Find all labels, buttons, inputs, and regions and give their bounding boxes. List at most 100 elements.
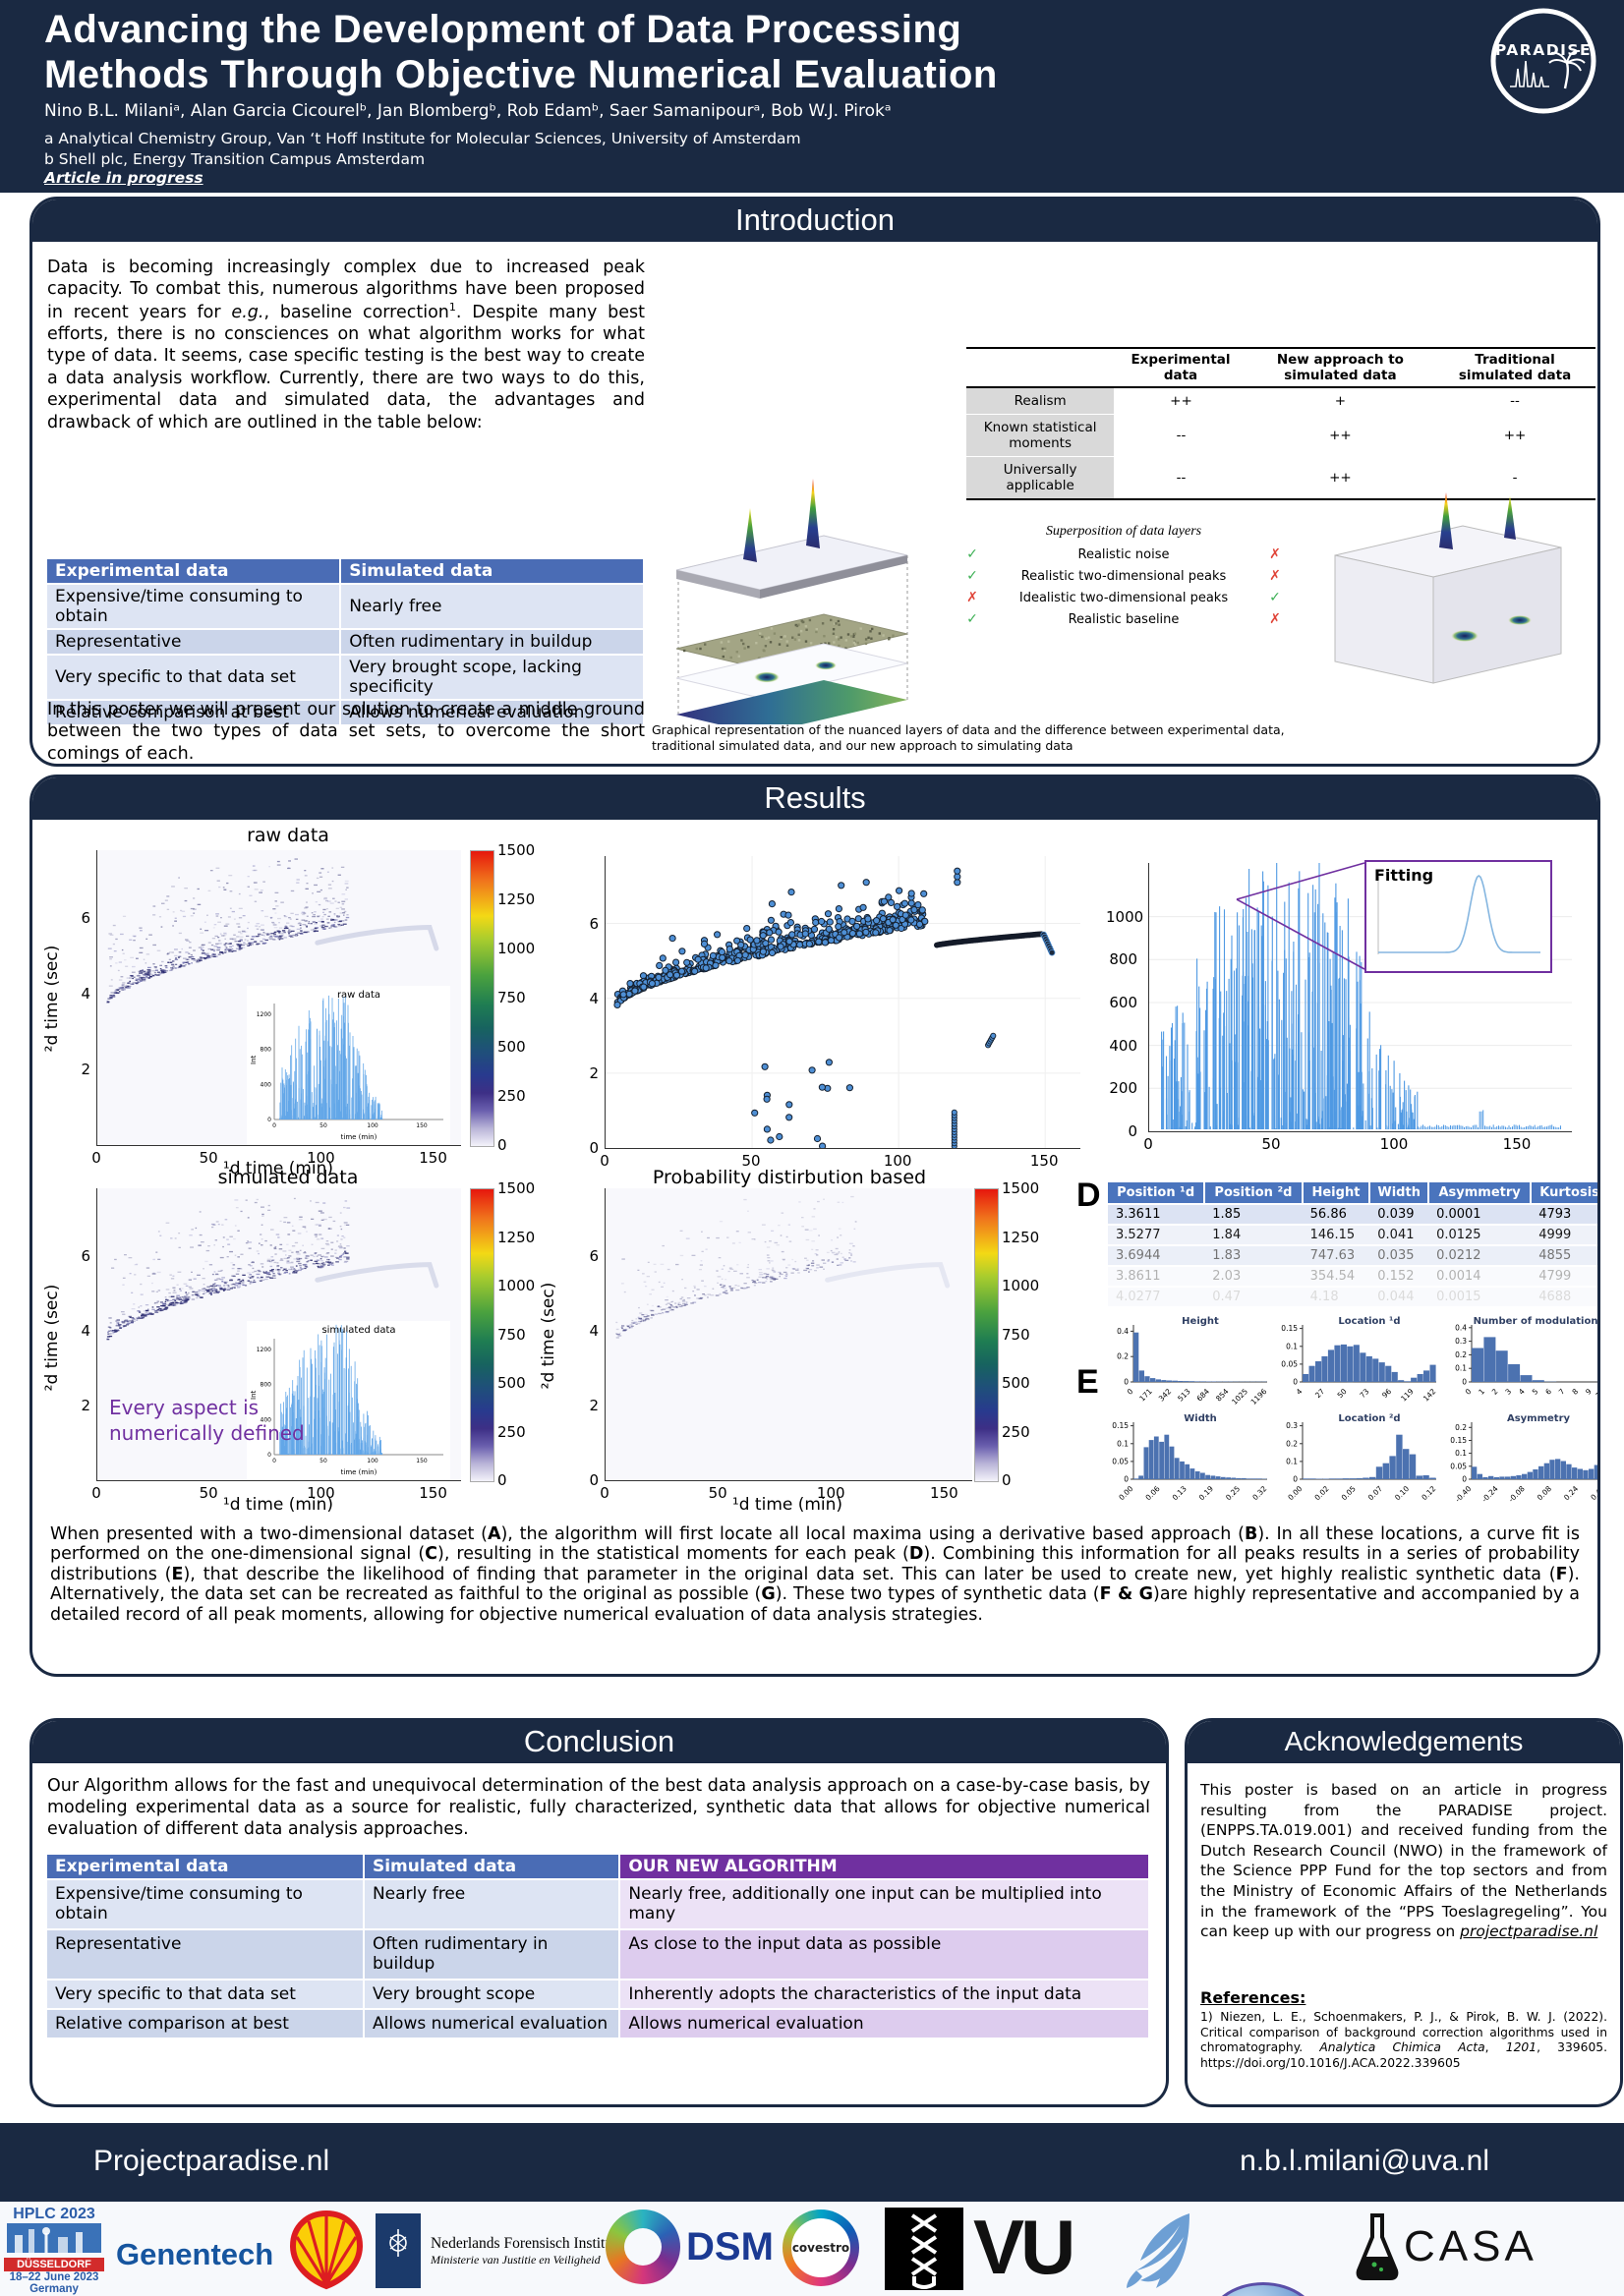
hplc-skyline-icon: [7, 2223, 101, 2253]
nfi-logo: Nederlands Forensisch Instituut Minister…: [376, 2213, 624, 2288]
svg-text:0.02: 0.02: [1312, 1484, 1330, 1502]
axis-tick: 150: [1029, 1152, 1059, 1170]
table-row: Universally applicable -- ++ -: [966, 456, 1595, 500]
table-row: 3.3611 1.85 56.86 0.039 0.0001 4793: [1108, 1203, 1597, 1225]
svg-text:0.3: 0.3: [1286, 1421, 1298, 1430]
svg-text:0.08: 0.08: [1536, 1484, 1553, 1502]
panel-g-inset-chromatogram: simulated data 0 400 800 1200 0 50 100 150 time (…: [247, 1321, 450, 1480]
intro-comparison-table: Experimental data Simulated data Expensive…: [47, 559, 645, 724]
axis-tick: 4: [589, 1321, 599, 1340]
svg-text:0.40: 0.40: [1589, 1484, 1600, 1502]
check-icon: ✓: [966, 611, 978, 627]
axis-tick: 150: [930, 1484, 958, 1502]
hplc2023-logo: HPLC 2023 DÜSSELDORF 18–22 June 2023 Ger…: [4, 2206, 104, 2295]
cross-icon: ✗: [1269, 546, 1281, 562]
contact-email[interactable]: n.b.l.milani@uva.nl: [1240, 2145, 1489, 2177]
cross-icon: ✗: [1269, 611, 1281, 627]
svg-text:142: 142: [1421, 1387, 1438, 1404]
svg-text:PARADISE: PARADISE: [1495, 41, 1592, 59]
axis-tick: 500: [497, 1374, 526, 1392]
svg-text:0.4: 0.4: [1455, 1323, 1467, 1332]
checklist-row: ✗ Idealistic two-dimensional peaks ✓: [961, 587, 1286, 608]
table-row: Very specific to that data set Very broug…: [47, 654, 645, 700]
axis-tick: 1000: [1002, 1277, 1040, 1294]
svg-text:4: 4: [1517, 1387, 1527, 1397]
axis-tick: 100: [307, 1149, 335, 1167]
conclusion-section: Conclusion Our Algorithm allows for the …: [29, 1718, 1169, 2107]
svg-text:0.05: 0.05: [1112, 1457, 1129, 1465]
axis-tick: 500: [1002, 1374, 1030, 1392]
svg-text:0: 0: [1293, 1378, 1298, 1387]
axis-tick: 0: [497, 1136, 507, 1154]
svg-text:171: 171: [1137, 1387, 1154, 1404]
svg-text:simulated data: simulated data: [321, 1325, 395, 1336]
axis-tick: 6: [81, 1246, 90, 1265]
svg-text:400: 400: [261, 1416, 272, 1423]
introduction-title: Introduction: [32, 200, 1597, 242]
svg-text:0: 0: [272, 1122, 276, 1129]
axis-tick: 2: [81, 1061, 90, 1079]
vu-logo: VU: [973, 2204, 1075, 2290]
axis-tick: 100: [307, 1484, 335, 1502]
svg-text:100: 100: [367, 1458, 378, 1464]
axis-tick: 4: [81, 1321, 90, 1340]
svg-text:Asymmetry: Asymmetry: [1507, 1413, 1571, 1424]
svg-text:0.15: 0.15: [1450, 1436, 1467, 1445]
svg-text:50: 50: [1336, 1387, 1349, 1400]
panel-f-plot: [605, 1188, 972, 1481]
svg-text:0.2: 0.2: [1455, 1423, 1467, 1432]
authors: Nino B.L. Milaniᵃ, Alan Garcia Cicourelᵇ…: [44, 101, 892, 121]
panel-g-annotation: Every aspect is numerically defined: [109, 1396, 305, 1445]
axis-tick: 200: [1109, 1079, 1137, 1098]
svg-text:2: 2: [1490, 1387, 1500, 1397]
approach-comparison-table: Experimental data New approach to simulat…: [966, 347, 1595, 500]
col-header: OUR NEW ALGORITHM: [619, 1855, 1150, 1879]
axis-tick: 750: [497, 1325, 526, 1344]
svg-text:0.4: 0.4: [1117, 1327, 1129, 1336]
results-title: Results: [32, 777, 1597, 820]
svg-text:0: 0: [267, 1452, 271, 1459]
poster-title-line1: Advancing the Development of Data Proces…: [44, 8, 962, 51]
cast-logo: CAST Chemometrics and Advanced Separatio…: [1207, 2282, 1319, 2296]
simulated-box-illustration: [1334, 492, 1562, 684]
check-icon: ✓: [1269, 590, 1281, 605]
svg-text:9: 9: [1584, 1387, 1594, 1397]
svg-text:Location ²d: Location ²d: [1338, 1413, 1400, 1424]
layers-checklist: Superposition of data layers ✓ Realistic n…: [961, 524, 1286, 630]
axis-tick: 500: [497, 1038, 526, 1056]
svg-text:-0.24: -0.24: [1480, 1484, 1500, 1504]
conclusion-comparison-table: Experimental data Simulated data OUR NEW A…: [47, 1855, 1150, 2038]
svg-text:0: 0: [1462, 1378, 1467, 1387]
results-paragraph: When presented with a two-dimensional da…: [50, 1524, 1580, 1625]
svg-text:0.19: 0.19: [1197, 1484, 1215, 1502]
svg-text:1200: 1200: [257, 1011, 271, 1018]
introduction-section: Introduction Data is becoming increasing…: [29, 197, 1600, 767]
svg-text:7: 7: [1557, 1387, 1567, 1397]
article-in-progress-note: Article in progress: [44, 169, 203, 187]
conclusion-title: Conclusion: [32, 1721, 1166, 1763]
panel-e-letter: E: [1076, 1363, 1099, 1401]
col-header: Experimental data: [47, 1855, 365, 1879]
svg-text:0.1: 0.1: [1286, 1457, 1298, 1465]
axis-tick: 1250: [497, 890, 536, 908]
svg-text:119: 119: [1399, 1387, 1416, 1404]
projectparadise-link[interactable]: projectparadise.nl: [1460, 1923, 1598, 1941]
svg-text:0.1: 0.1: [1286, 1342, 1298, 1350]
header: Advancing the Development of Data Proces…: [0, 0, 1624, 193]
svg-text:0.2: 0.2: [1286, 1439, 1298, 1448]
casa-logo: CASA: [1355, 2211, 1537, 2282]
introduction-text: Data is becoming increasingly complex du…: [47, 258, 645, 432]
svg-text:0.2: 0.2: [1455, 1350, 1467, 1359]
axis-tick: 800: [1109, 950, 1137, 969]
graphic-caption: Graphical representation of the nuanced …: [652, 722, 1285, 754]
panel-g-title: simulated data: [217, 1167, 359, 1188]
axis-tick: 100: [883, 1152, 912, 1170]
svg-text:Number of modulations: Number of modulations: [1474, 1316, 1600, 1327]
axis-tick: 1500: [497, 1179, 536, 1197]
svg-text:0.1: 0.1: [1455, 1449, 1467, 1458]
svg-text:150: 150: [416, 1122, 428, 1129]
project-website[interactable]: Projectparadise.nl: [93, 2145, 330, 2177]
svg-text:50: 50: [319, 1458, 327, 1464]
